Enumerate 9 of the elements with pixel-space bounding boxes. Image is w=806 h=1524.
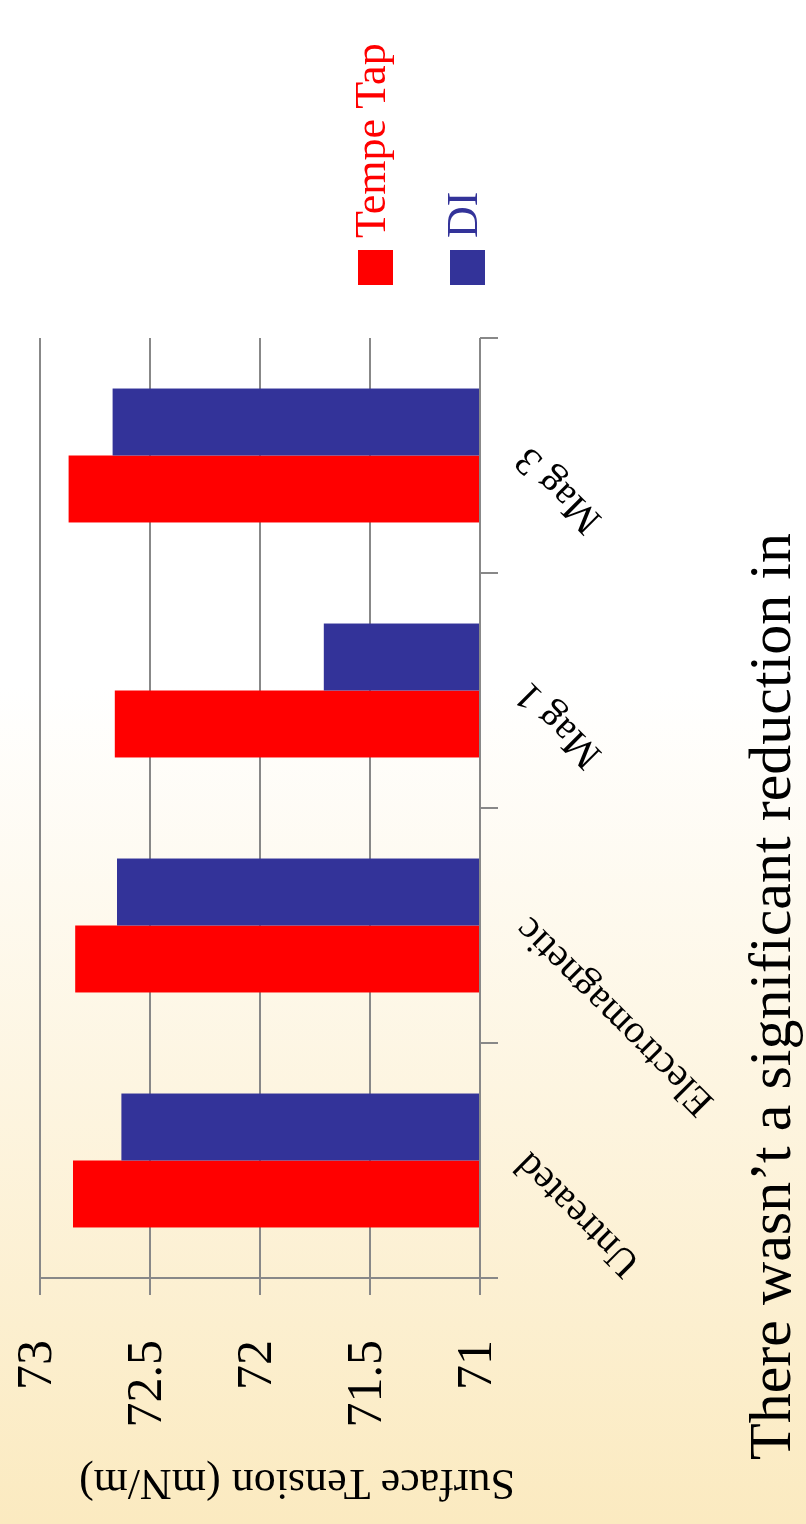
x-tick-label: 73	[6, 1340, 63, 1390]
text: DI	[438, 191, 488, 238]
x-tick-label: 72	[226, 1340, 283, 1390]
x-tick-label: 71	[446, 1340, 503, 1390]
x-tick-label: 71.5	[336, 1340, 393, 1428]
x-tick-label: 72.5	[116, 1340, 173, 1428]
x-axis-title: Surface Tension (mN/m)	[78, 1460, 516, 1509]
text: Tempe Tap	[346, 43, 396, 238]
text: There wasn’t a significant reduction in	[737, 533, 803, 1460]
